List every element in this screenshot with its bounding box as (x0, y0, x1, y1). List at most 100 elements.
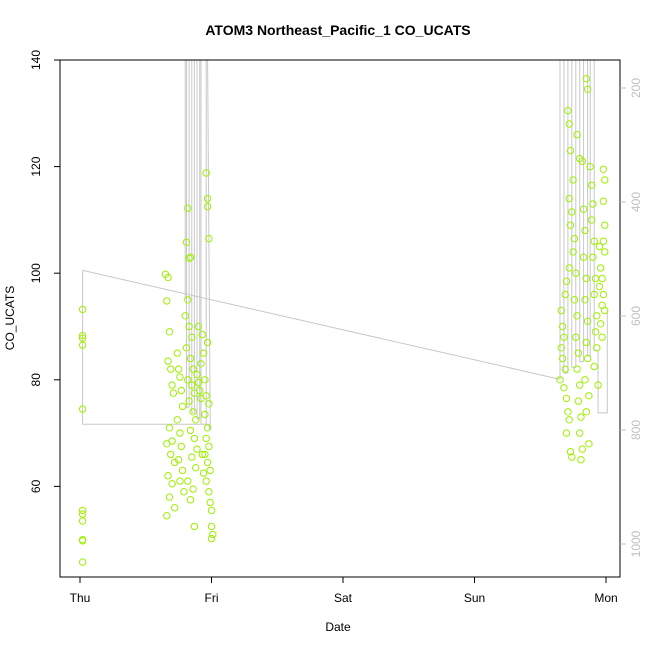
data-points-layer (78, 75, 609, 566)
data-point (581, 296, 589, 304)
data-point (205, 234, 213, 243)
data-point (178, 402, 187, 411)
data-point (189, 408, 197, 416)
data-point (568, 453, 576, 461)
plot-frame (59, 59, 621, 578)
data-point (203, 458, 212, 467)
x-tick-label: Sun (464, 591, 485, 605)
data-point (193, 445, 201, 453)
data-point (190, 522, 199, 531)
data-point (564, 408, 572, 416)
data-point (201, 410, 209, 419)
data-point (206, 498, 214, 507)
data-point (595, 282, 604, 291)
data-point (598, 274, 606, 283)
data-point (582, 75, 590, 83)
data-point (601, 306, 609, 315)
data-point (201, 376, 209, 384)
data-point (180, 488, 188, 496)
data-point (207, 534, 216, 543)
data-point (174, 365, 183, 373)
data-point (190, 434, 199, 443)
data-point (576, 381, 584, 389)
data-point (207, 506, 216, 515)
data-point (572, 333, 580, 341)
data-point (164, 357, 172, 365)
data-point (203, 194, 212, 203)
data-point (599, 237, 608, 245)
data-point (601, 221, 609, 229)
data-point (78, 558, 87, 566)
data-point (560, 384, 568, 392)
data-point (185, 254, 193, 262)
data-point (578, 157, 586, 166)
data-point (590, 362, 598, 371)
data-point (568, 208, 576, 216)
data-point (186, 496, 195, 504)
data-point (562, 277, 571, 285)
x-tick-label: Mon (594, 591, 617, 605)
data-point (599, 197, 608, 205)
data-point (598, 333, 606, 341)
data-point (78, 537, 87, 545)
data-point (202, 169, 210, 177)
data-point (78, 334, 87, 342)
data-point (583, 85, 592, 94)
data-point (590, 290, 598, 299)
data-point (163, 512, 171, 520)
data-point (209, 530, 217, 539)
data-point (78, 405, 87, 413)
data-point (188, 381, 196, 389)
data-point (202, 434, 210, 443)
data-point (206, 466, 214, 475)
data-point (182, 238, 191, 247)
data-point (189, 365, 197, 373)
data-point (165, 328, 174, 336)
data-point (164, 472, 172, 480)
data-point (78, 506, 87, 515)
data-point (566, 448, 575, 456)
y-tick-label: 80 (29, 373, 43, 387)
data-point (565, 264, 573, 272)
data-point (569, 248, 577, 256)
data-point (565, 194, 573, 203)
data-point (574, 349, 583, 357)
data-point (572, 269, 580, 277)
data-point (566, 221, 575, 229)
data-point (587, 181, 596, 190)
altitude-trace-layer (82, 59, 608, 431)
data-point (178, 466, 187, 475)
data-point (601, 176, 609, 184)
data-point (171, 504, 179, 512)
data-point (177, 386, 186, 395)
y-axis-label: CO_UCATS (3, 286, 17, 350)
data-point (582, 274, 590, 283)
right-tick-label: 400 (629, 192, 643, 212)
data-point (186, 426, 195, 435)
data-point (556, 376, 564, 384)
data-point (207, 522, 216, 531)
data-point (78, 305, 87, 314)
data-point (192, 416, 200, 424)
data-point (565, 416, 573, 424)
data-point (184, 376, 192, 384)
data-point (573, 312, 581, 320)
data-point (199, 349, 208, 357)
data-point (582, 338, 590, 347)
data-point (202, 477, 210, 485)
data-point (78, 331, 87, 340)
data-point (184, 296, 192, 304)
data-point (558, 322, 567, 331)
data-point (578, 445, 586, 453)
y-tick-label: 100 (29, 263, 43, 283)
data-point (201, 450, 209, 459)
data-point (570, 296, 579, 304)
data-point (570, 234, 579, 243)
x-tick-label: Thu (70, 591, 91, 605)
y-tick-label: 120 (29, 156, 43, 176)
x-axis: Thu Fri Sat Sun Mon (70, 577, 618, 605)
data-point (594, 381, 602, 389)
data-point (589, 253, 597, 261)
data-point (557, 344, 565, 352)
x-tick-label: Sat (334, 591, 353, 605)
